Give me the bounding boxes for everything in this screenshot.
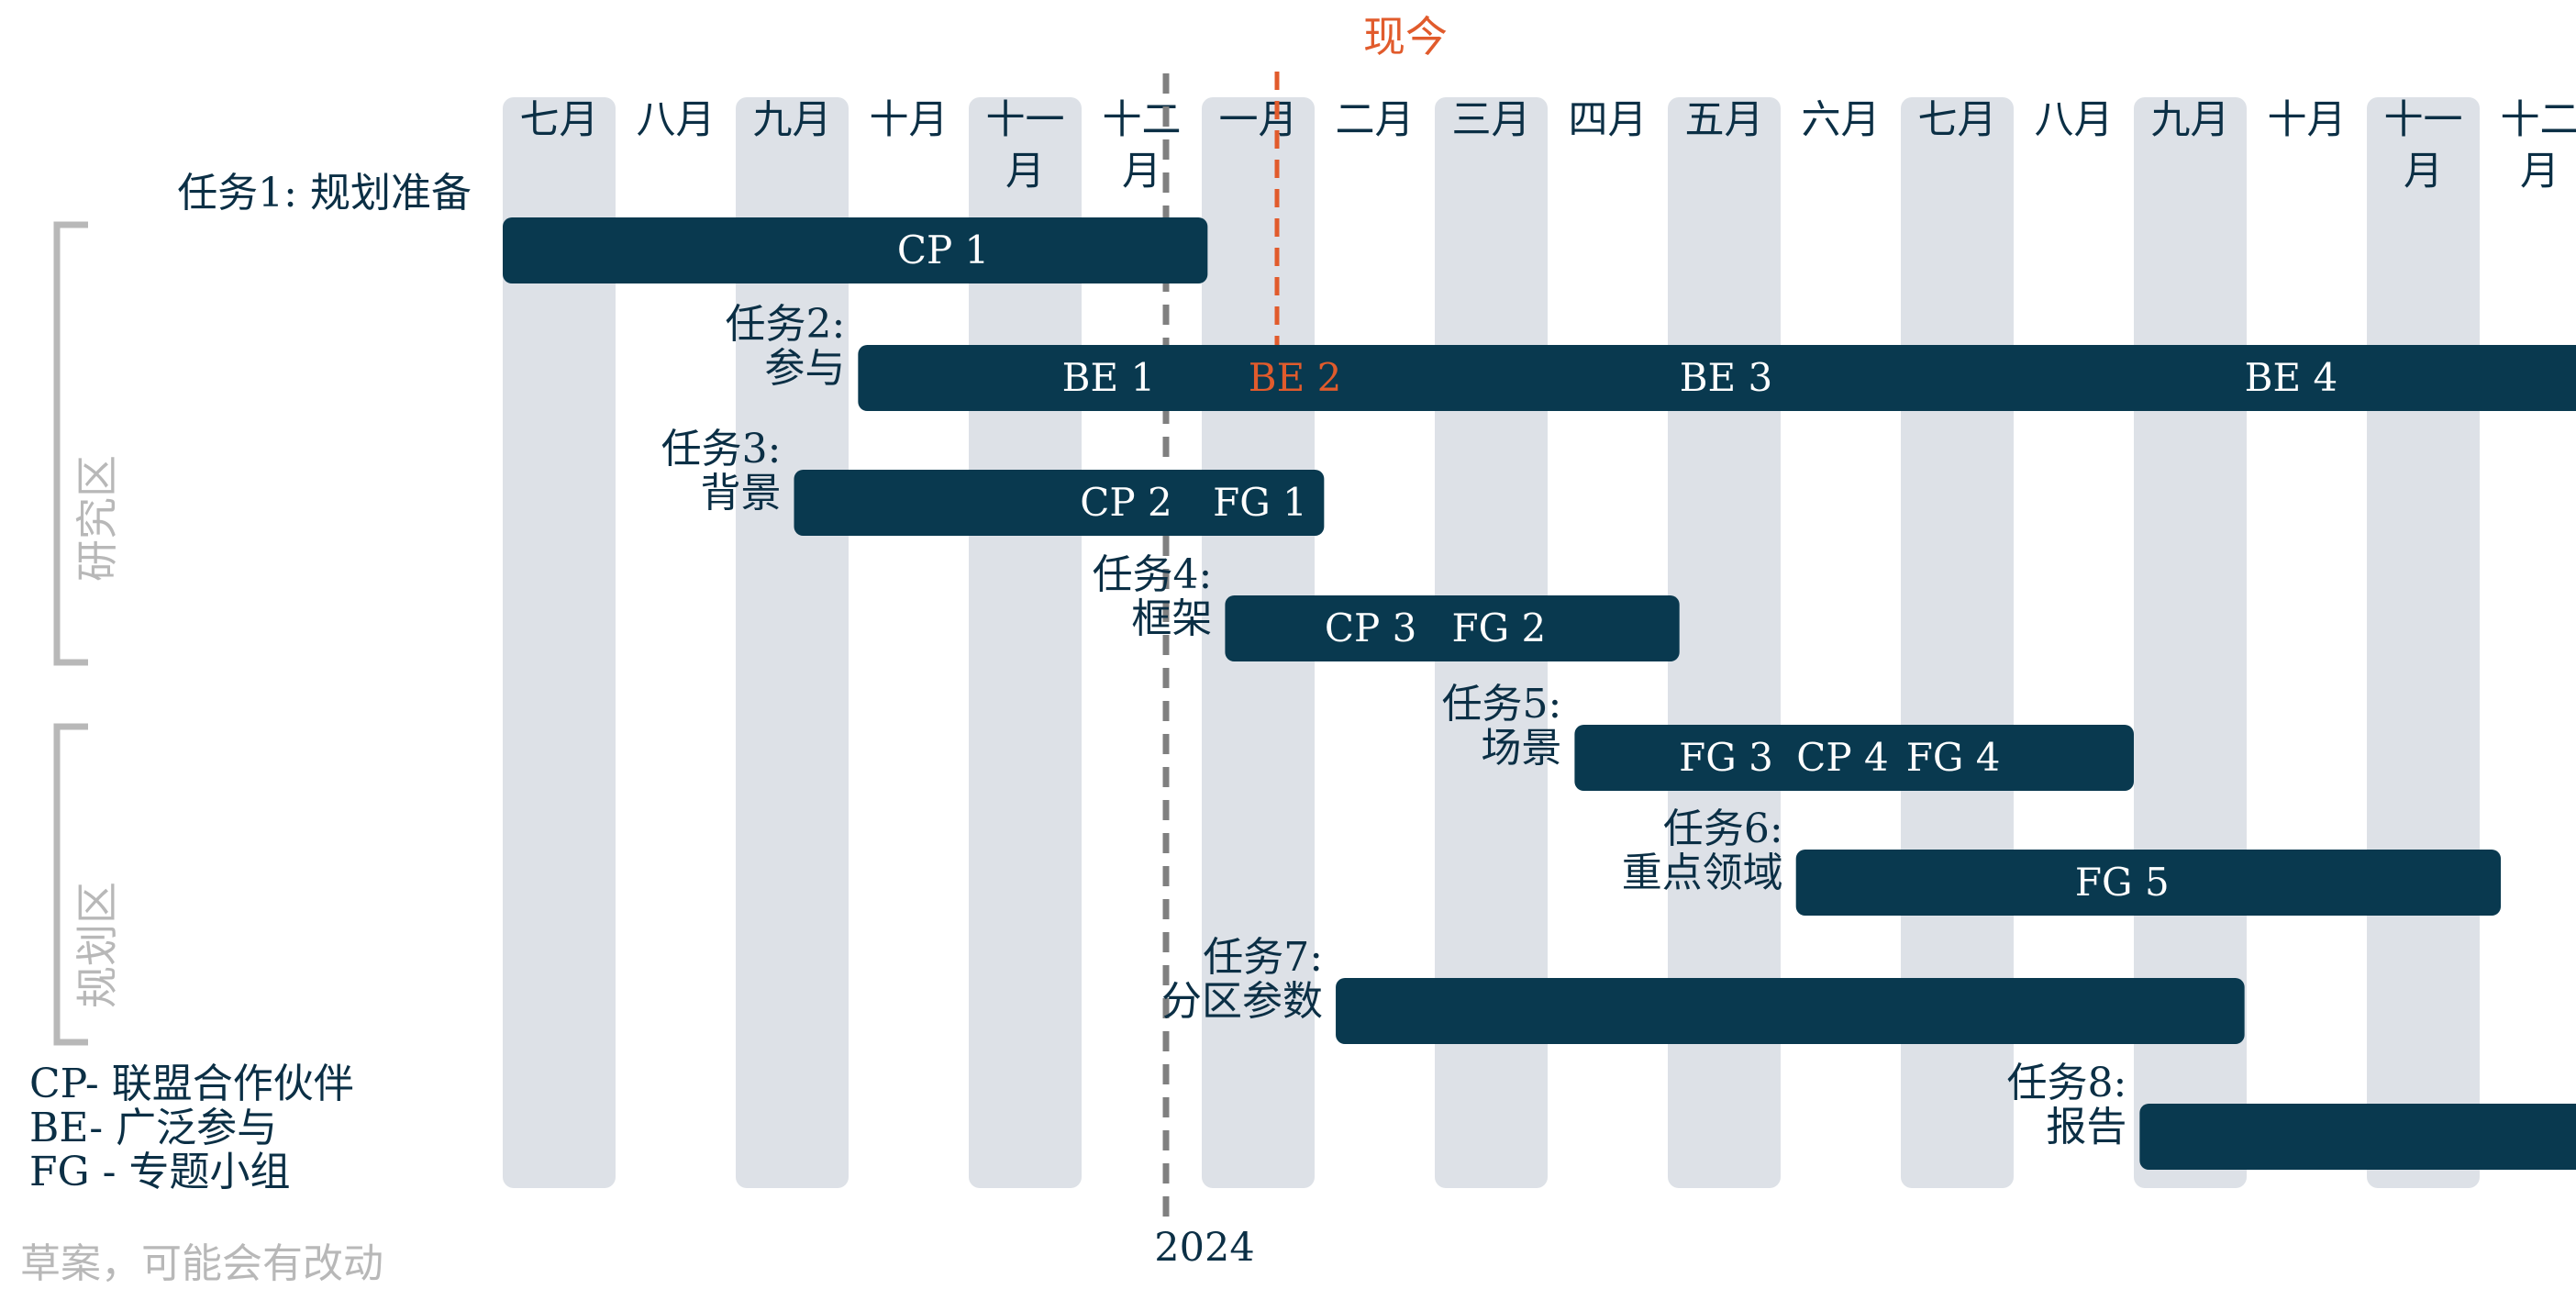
task-label: 任务4:框架 xyxy=(1093,551,1213,642)
month-label: 二月 xyxy=(1336,97,1415,143)
month-column-band xyxy=(503,97,616,1188)
month-label: 一月 xyxy=(1219,97,1298,143)
bar-segment-label: CP 4 xyxy=(1796,735,1888,780)
task-bar[interactable] xyxy=(1574,725,2134,791)
bar-segment-label: FG 1 xyxy=(1213,480,1307,525)
now-label: 现今 xyxy=(1363,12,1448,61)
month-label: 三月 xyxy=(1452,97,1531,143)
task-label: 任务8:报告 xyxy=(2007,1060,2127,1150)
task-label: 任务3:背景 xyxy=(661,426,782,517)
month-label: 十二月 xyxy=(2501,97,2576,194)
task-label: 任务6:重点领域 xyxy=(1622,806,1783,896)
planning-zone-bracket xyxy=(53,723,88,1046)
month-label: 九月 xyxy=(2151,97,2230,143)
task-bar[interactable] xyxy=(794,470,1325,536)
research-zone-bracket xyxy=(53,221,88,666)
month-label: 十二月 xyxy=(1103,97,1182,194)
task-label: 任务2:参与 xyxy=(726,301,846,392)
bar-segment-label: FG 5 xyxy=(2075,860,2170,905)
task-label: 任务7:分区参数 xyxy=(1161,934,1323,1025)
task-bar[interactable] xyxy=(503,217,1208,283)
month-label: 五月 xyxy=(1685,97,1764,143)
month-column-band xyxy=(2367,97,2480,1188)
bar-segment-label: CP 1 xyxy=(897,228,989,272)
month-label: 八月 xyxy=(637,97,716,143)
legend-entry: FG - 专题小组 xyxy=(29,1149,291,1195)
bar-segment-label: BE 1 xyxy=(1062,355,1156,400)
month-label: 六月 xyxy=(1802,97,1881,143)
month-label: 十月 xyxy=(2268,97,2347,143)
bar-segment-label: CP 2 xyxy=(1080,480,1171,525)
task-label: 任务1: 规划准备 xyxy=(177,170,472,217)
month-label: 十一月 xyxy=(986,97,1065,194)
month-label: 十一月 xyxy=(2384,97,2463,194)
draft-note: 草案，可能会有改动 xyxy=(20,1240,383,1287)
task-bar[interactable] xyxy=(1225,595,1680,661)
bar-segment-label: FG 3 xyxy=(1679,735,1773,780)
task-bar[interactable] xyxy=(1336,978,2245,1044)
legend-entry: BE- 广泛参与 xyxy=(29,1105,277,1151)
zone-label-planning: 规划区 xyxy=(72,882,122,1008)
month-label: 九月 xyxy=(753,97,832,143)
bar-segment-label: BE 3 xyxy=(1680,355,1773,400)
task-bar[interactable] xyxy=(1795,850,2502,916)
bar-segment-label: FG 4 xyxy=(1906,735,2001,780)
legend-entry: CP- 联盟合作伙伴 xyxy=(29,1061,354,1107)
zone-label-research: 研究区 xyxy=(72,455,122,582)
month-label: 四月 xyxy=(1569,97,1648,143)
month-label: 七月 xyxy=(1918,97,1997,143)
bar-segment-label: BE 4 xyxy=(2245,355,2338,400)
month-label: 八月 xyxy=(2035,97,2114,143)
task-bar[interactable] xyxy=(2139,1104,2576,1170)
month-column-band xyxy=(736,97,849,1188)
task-label: 任务5:场景 xyxy=(1442,681,1562,772)
bar-segment-label: CP 3 xyxy=(1325,606,1416,650)
month-label: 十月 xyxy=(870,97,949,143)
bar-segment-label: FG 2 xyxy=(1451,606,1546,650)
bar-segment-label: BE 2 xyxy=(1249,355,1342,400)
year-label: 2024 xyxy=(1154,1225,1254,1271)
month-label: 七月 xyxy=(520,97,599,143)
task-bar[interactable] xyxy=(858,345,2576,411)
